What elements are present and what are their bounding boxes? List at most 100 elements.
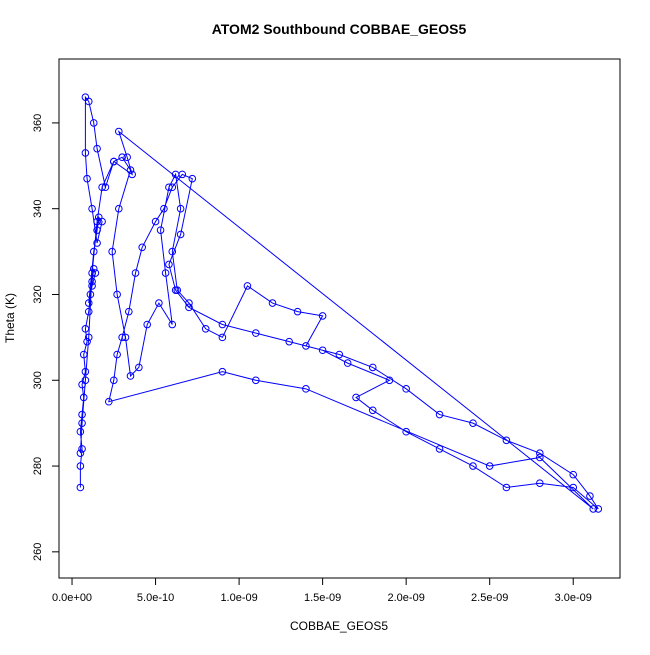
data-point	[113, 290, 121, 299]
data-point	[86, 290, 95, 299]
data-point	[135, 363, 143, 372]
data-point	[302, 385, 310, 393]
data-point	[98, 217, 106, 226]
data-point	[115, 127, 123, 136]
data-point	[128, 170, 136, 179]
data-point	[83, 337, 91, 346]
data-point	[89, 247, 98, 256]
data-point	[83, 174, 91, 183]
data-point	[104, 397, 113, 406]
data-point	[93, 144, 101, 153]
y-tick-label: 340	[32, 200, 44, 218]
data-point	[76, 427, 85, 436]
data-point	[385, 376, 394, 385]
data-point	[402, 385, 410, 393]
data-point	[81, 149, 90, 157]
data-point	[78, 445, 86, 453]
data-point	[98, 183, 106, 192]
data-point	[402, 427, 410, 436]
x-tick-label: 0.0e+00	[52, 592, 92, 604]
data-point	[318, 312, 327, 320]
data-point	[188, 174, 197, 183]
data-point	[536, 449, 544, 457]
data-point	[76, 483, 85, 492]
y-tick-label: 260	[32, 543, 44, 561]
data-point	[88, 269, 96, 277]
data-point	[252, 376, 260, 385]
data-point	[160, 204, 168, 213]
x-tick-label: 5.0e-10	[137, 592, 174, 604]
data-point	[485, 462, 494, 470]
data-point	[123, 153, 131, 162]
data-point	[176, 230, 185, 239]
data-point	[79, 393, 88, 402]
data-point	[115, 204, 123, 213]
data-point	[594, 505, 603, 513]
data-point	[81, 376, 90, 385]
data-point	[101, 183, 110, 192]
x-axis-label: COBBAE_GEOS5	[290, 619, 388, 633]
data-point	[78, 410, 86, 419]
data-point	[218, 320, 227, 329]
data-point	[93, 226, 101, 234]
data-point	[185, 299, 193, 307]
x-tick-label: 1.5e-09	[304, 592, 341, 604]
data-point	[76, 462, 85, 470]
data-point	[168, 320, 177, 329]
y-tick-label: 300	[32, 371, 44, 389]
data-point	[268, 299, 277, 307]
data-point	[201, 324, 210, 333]
data-point	[502, 436, 511, 445]
data-point	[168, 247, 177, 256]
data-point	[79, 350, 88, 359]
data-point	[368, 406, 377, 415]
data-point	[335, 350, 344, 359]
data-point	[285, 337, 294, 346]
data-point	[151, 217, 160, 226]
data-point	[218, 367, 227, 376]
data-point	[368, 363, 377, 372]
data-point	[293, 307, 302, 316]
data-point	[243, 282, 252, 290]
data-point	[88, 204, 96, 213]
data-point	[84, 299, 93, 307]
data-point	[93, 217, 101, 226]
data-point	[131, 269, 140, 277]
data-point	[84, 307, 93, 316]
data-point	[118, 333, 126, 342]
y-tick-label: 280	[32, 457, 44, 475]
data-point	[91, 269, 100, 277]
x-tick-label: 1.0e-09	[220, 592, 257, 604]
data-point	[113, 350, 121, 359]
data-point	[143, 320, 152, 329]
data-point	[126, 372, 135, 380]
x-tick-label: 3.0e-09	[555, 592, 592, 604]
data-point	[185, 303, 193, 312]
data-point	[502, 483, 511, 492]
data-point	[536, 479, 544, 488]
series-line	[79, 95, 599, 510]
x-tick-label: 2.0e-09	[388, 592, 425, 604]
data-point	[109, 157, 118, 166]
data-point	[343, 359, 352, 367]
data-point	[88, 277, 96, 286]
data-point	[88, 282, 96, 290]
data-point	[569, 470, 578, 479]
y-axis-label: Theta (K)	[3, 293, 17, 343]
y-tick-label: 360	[32, 114, 44, 132]
data-point	[109, 376, 118, 385]
data-point	[89, 119, 98, 127]
data-point	[89, 264, 98, 273]
data-point	[176, 204, 185, 213]
data-point	[118, 153, 126, 162]
data-point	[589, 505, 598, 513]
data-point	[125, 307, 133, 316]
data-point	[569, 483, 578, 492]
data-point	[435, 410, 444, 419]
data-point	[318, 346, 327, 355]
data-point	[76, 449, 85, 457]
data-point	[155, 299, 163, 307]
data-point	[138, 243, 146, 252]
data-point	[302, 342, 310, 350]
